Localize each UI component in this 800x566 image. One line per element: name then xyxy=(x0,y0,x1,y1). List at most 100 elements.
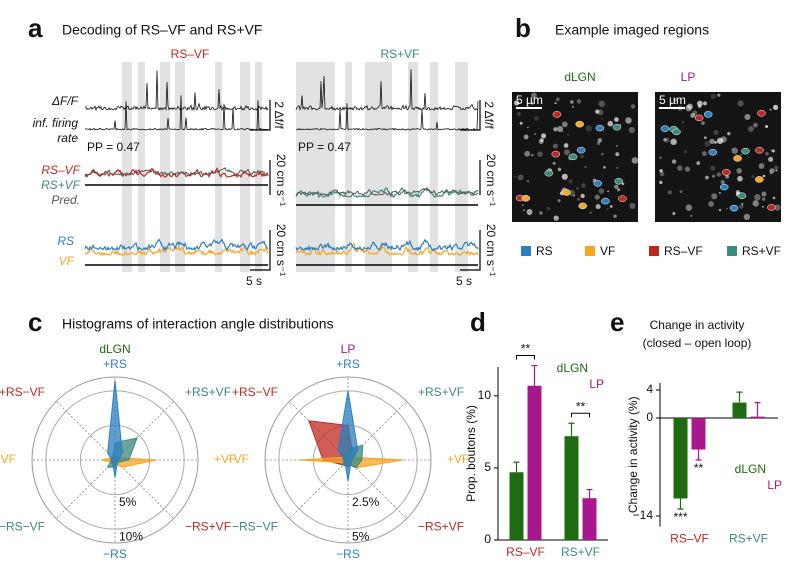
bouton xyxy=(737,192,747,200)
texture xyxy=(761,205,764,208)
texture xyxy=(595,204,601,210)
outer-ring xyxy=(31,376,199,544)
bar xyxy=(673,418,688,499)
epoch-shade xyxy=(296,62,335,272)
texture xyxy=(629,202,636,210)
texture xyxy=(774,204,781,211)
texture xyxy=(769,108,772,111)
error-bar xyxy=(754,402,761,417)
texture xyxy=(659,169,663,173)
texture xyxy=(563,149,570,156)
texture xyxy=(672,212,676,215)
texture xyxy=(761,191,767,197)
y-axis-label: Change in activity (%) xyxy=(626,396,640,513)
texture xyxy=(531,153,534,157)
scale-label: 5 s xyxy=(456,274,472,288)
texture xyxy=(539,211,543,215)
texture xyxy=(772,104,779,111)
texture xyxy=(631,157,639,164)
texture xyxy=(703,136,707,140)
error-bar xyxy=(513,461,520,473)
texture xyxy=(768,156,774,162)
angle-histogram xyxy=(337,390,359,481)
texture xyxy=(712,175,715,178)
y-tick-label: 5 xyxy=(484,460,491,474)
legend-label: RS–VF xyxy=(664,244,703,258)
texture xyxy=(710,165,716,171)
epoch-shade xyxy=(160,62,170,272)
texture xyxy=(727,131,731,136)
ring-label: 5% xyxy=(352,529,370,543)
scale-label: 5 µm xyxy=(516,93,543,107)
texture xyxy=(725,207,728,210)
texture xyxy=(596,141,601,145)
direction-label: −RS xyxy=(336,547,360,561)
texture xyxy=(617,188,621,192)
texture xyxy=(625,117,632,124)
epoch-shade xyxy=(215,62,222,272)
texture xyxy=(659,180,663,185)
panel-title: Histograms of interaction angle distribu… xyxy=(62,316,334,332)
texture xyxy=(741,202,744,205)
legend-label: LP xyxy=(589,377,604,391)
row-label: RS xyxy=(57,234,74,248)
texture xyxy=(585,125,593,132)
texture xyxy=(752,200,759,207)
texture xyxy=(659,171,665,177)
texture xyxy=(731,147,739,155)
epoch-shade xyxy=(175,62,185,272)
scale-bar xyxy=(250,100,271,131)
texture xyxy=(670,138,677,146)
pred-trace xyxy=(295,187,479,196)
texture xyxy=(684,166,691,172)
ring-label: 2.5% xyxy=(352,495,380,509)
x-tick-label: RS–VF xyxy=(506,545,545,559)
legend-swatch xyxy=(649,246,659,256)
scale-bar xyxy=(250,230,271,271)
pred-trace xyxy=(85,167,269,176)
legend-swatch xyxy=(727,246,737,256)
x-tick-label: RS+VF xyxy=(561,545,600,559)
chart-title: LP xyxy=(341,342,356,356)
texture xyxy=(567,133,570,136)
texture xyxy=(709,138,715,145)
legend-label: dLGN xyxy=(735,462,766,476)
texture xyxy=(747,126,754,133)
scale-label: 20 cm s⁻¹ xyxy=(484,154,498,206)
bouton xyxy=(729,204,739,212)
bouton xyxy=(703,111,713,118)
pp-label: PP = 0.47 xyxy=(298,140,351,154)
bouton xyxy=(757,110,766,117)
bouton xyxy=(719,183,729,191)
speed-trace xyxy=(295,242,479,257)
scale-bar xyxy=(460,230,481,271)
texture xyxy=(589,211,592,214)
texture xyxy=(553,215,560,221)
texture xyxy=(690,215,693,217)
texture xyxy=(744,114,751,120)
ring-label: 5% xyxy=(119,495,137,509)
scale-label: 20 cm s⁻¹ xyxy=(484,224,498,276)
direction-label: −RS−VF xyxy=(0,519,45,533)
texture xyxy=(677,165,683,171)
texture xyxy=(576,99,582,104)
legend-label: LP xyxy=(767,478,782,492)
bouton xyxy=(767,204,776,211)
texture xyxy=(758,162,765,169)
texture xyxy=(554,102,557,105)
texture xyxy=(659,156,662,159)
direction-label: +RS−VF xyxy=(0,385,45,399)
chart-title: Change in activity xyxy=(650,318,745,332)
texture xyxy=(697,104,702,109)
texture xyxy=(673,98,677,102)
chart-title: dLGN xyxy=(99,342,130,356)
row-label: RS–VF xyxy=(41,163,80,177)
significance-bracket xyxy=(571,412,590,418)
bouton xyxy=(595,124,605,132)
texture xyxy=(526,209,533,216)
bouton xyxy=(618,195,627,202)
epoch-shade xyxy=(345,62,352,272)
texture xyxy=(725,174,730,179)
texture xyxy=(705,175,709,180)
texture xyxy=(553,215,557,219)
